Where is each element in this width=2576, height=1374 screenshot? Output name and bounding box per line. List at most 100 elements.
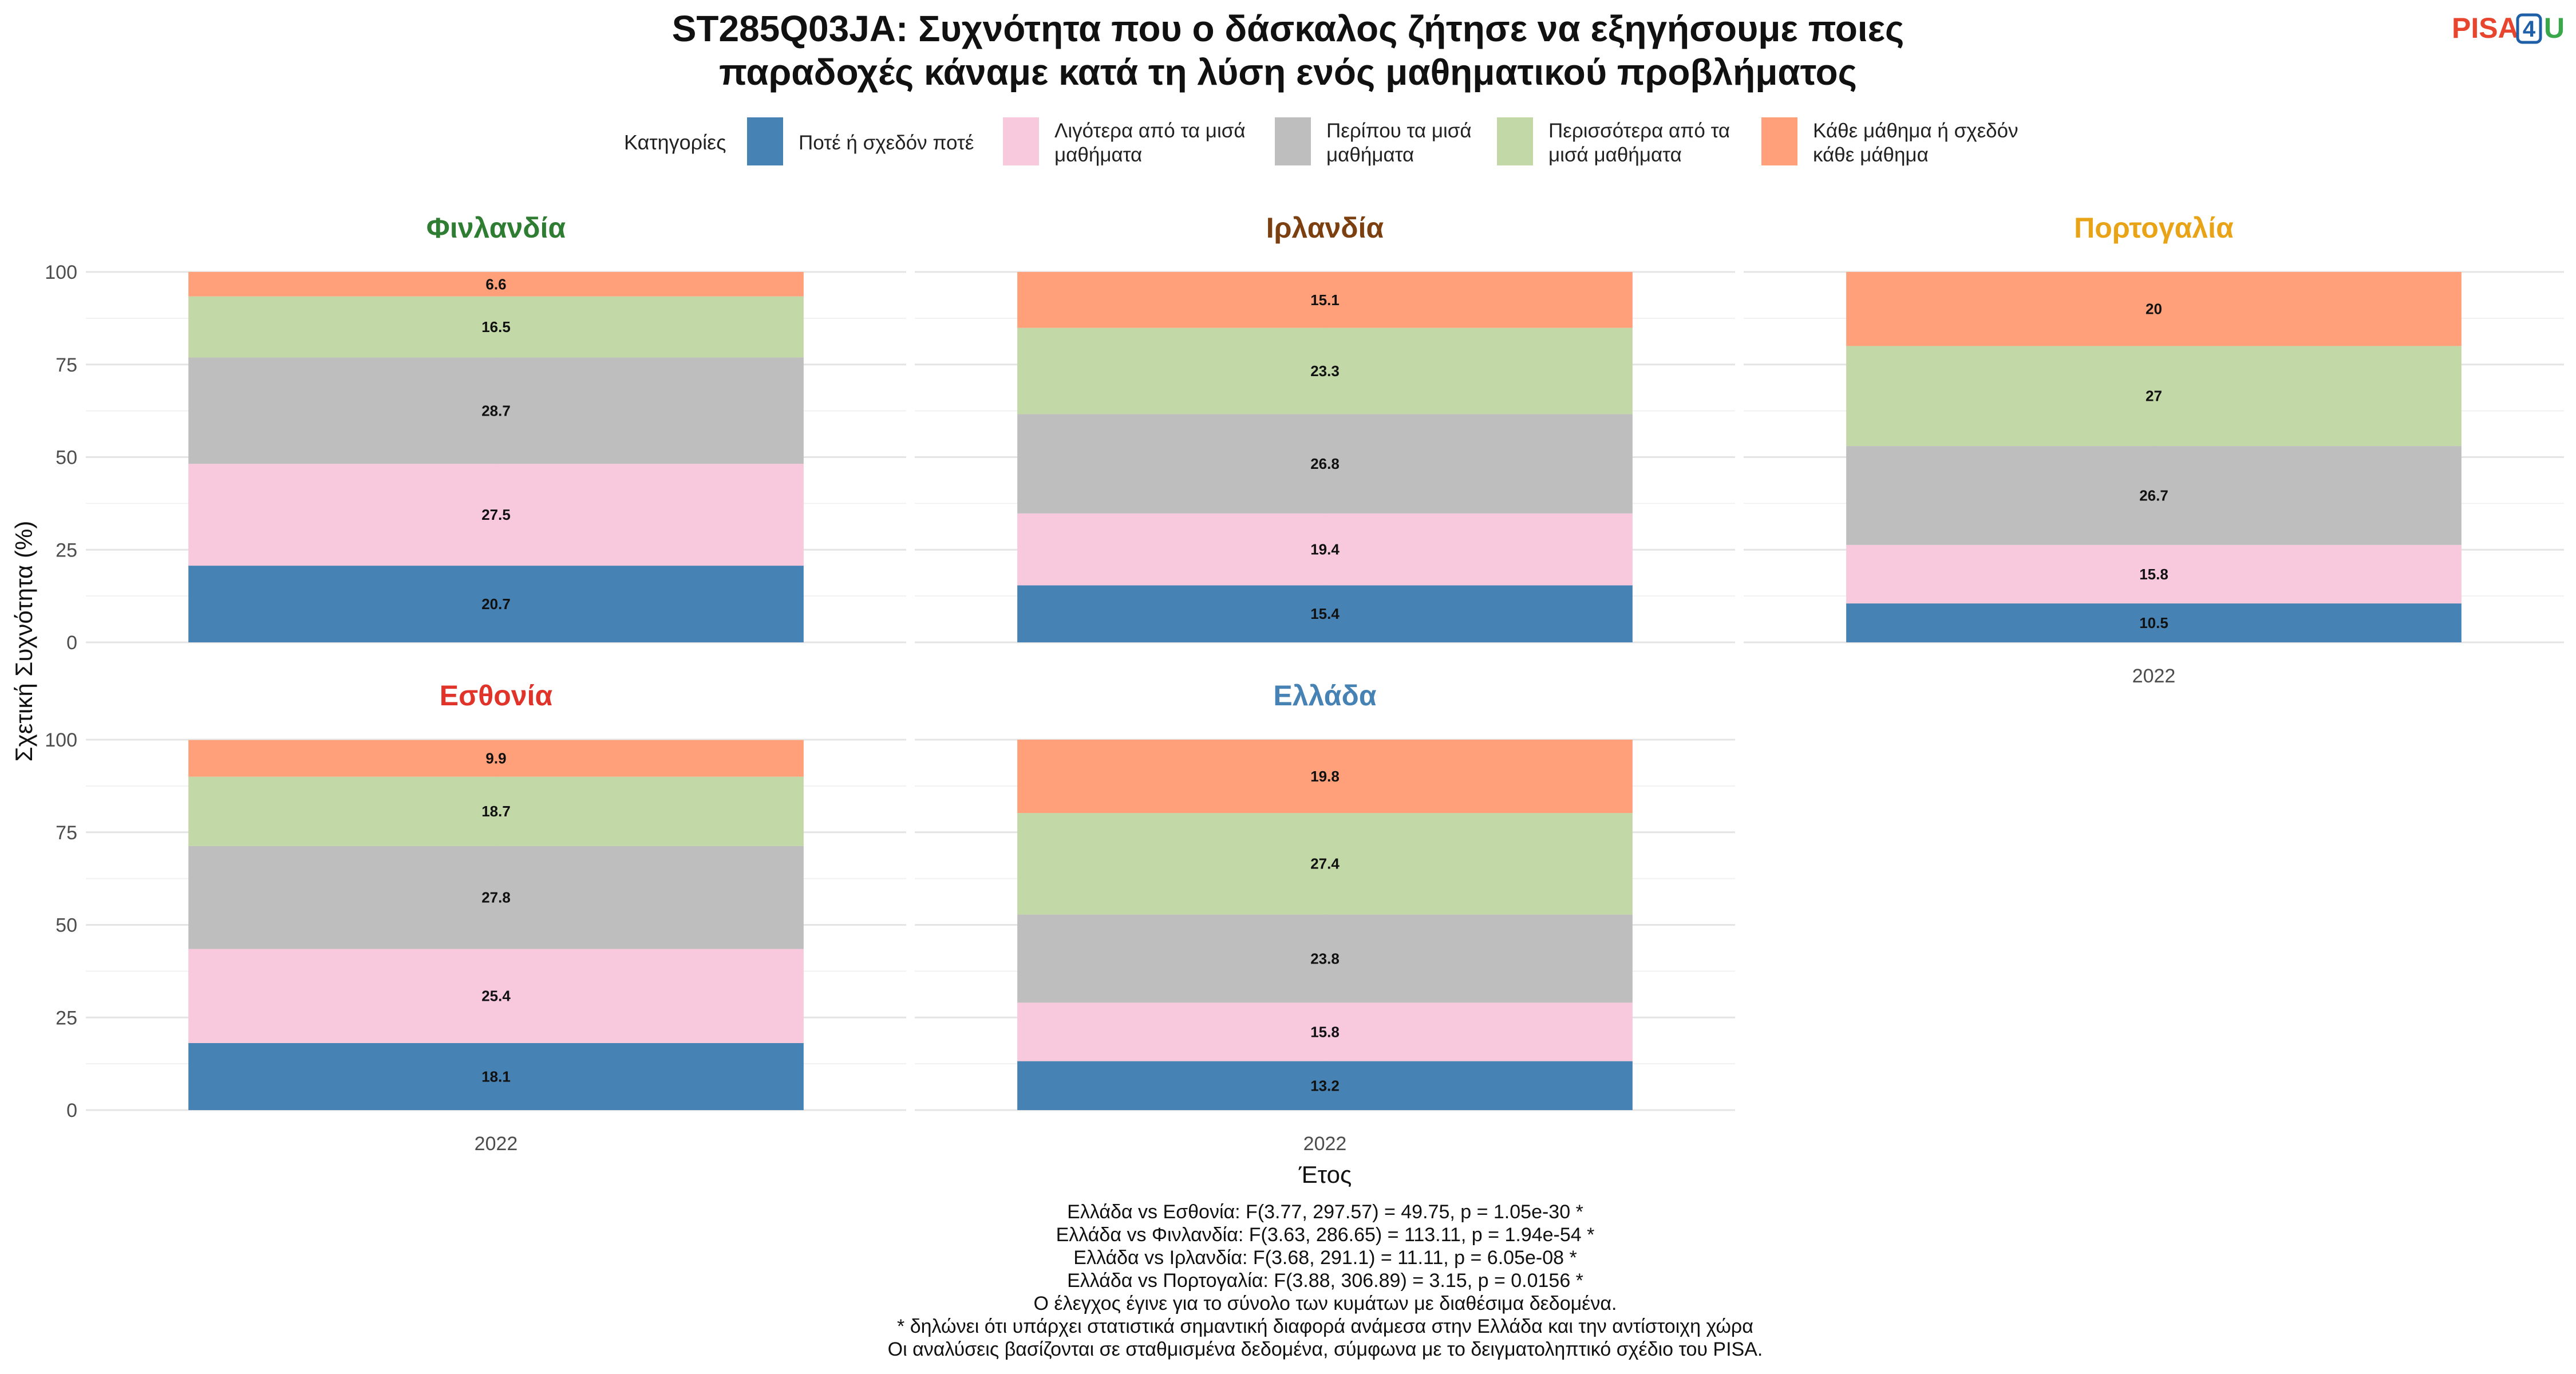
panel-2-title: Ιρλανδία <box>1266 212 1384 244</box>
caption-line-1: Ελλάδα vs Εσθονία: F(3.77, 297.57) = 49.… <box>1067 1201 1583 1223</box>
panel-4-title: Εσθονία <box>440 680 553 712</box>
logo-four-box <box>2516 13 2542 44</box>
pisa4u-logo: PISA 4 U <box>2452 12 2565 44</box>
facet-panels: Φινλανδία 0 25 50 75 100 20.7 27.5 28.7 16.5 6.6 Ιρ… <box>45 212 2564 1155</box>
legend-label-2-line-2: μαθήματα <box>1054 144 1142 166</box>
panel-5-bar-segment-3 <box>1017 914 1633 1003</box>
legend-key-5 <box>1761 117 1797 165</box>
panel-4-segment-label-3: 27.8 <box>481 889 511 906</box>
legend-label-4-line-2: μισά μαθήματα <box>1548 144 1682 166</box>
panel-3: Πορτογαλία 10.5 15.8 26.7 27 20 2022 <box>1744 212 2564 687</box>
panel-2-bar-segment-2 <box>1017 513 1633 586</box>
panel-3-bar-segment-3 <box>1846 446 2462 545</box>
panel-4-ytick-50: 50 <box>56 915 77 937</box>
panel-1-title: Φινλανδία <box>426 212 566 244</box>
panel-4-segment-label-1: 18.1 <box>481 1068 511 1085</box>
logo-u-text: U <box>2544 12 2565 44</box>
caption-line-5: Ο έλεγχος έγινε για το σύνολο των κυμάτω… <box>1034 1293 1617 1314</box>
panel-5: Ελλάδα 13.2 15.8 23.8 27.4 19.8 2022 <box>915 680 1735 1155</box>
panel-4-segment-label-2: 25.4 <box>481 988 511 1005</box>
panel-2-segment-label-1: 15.4 <box>1310 605 1340 622</box>
legend-label-5-line-1: Κάθε μάθημα ή σχεδόν <box>1813 120 2018 142</box>
panel-5-segment-label-3: 23.8 <box>1310 950 1340 967</box>
panel-3-bar-segment-1 <box>1846 603 2462 642</box>
legend-title: Κατηγορίες <box>624 131 726 154</box>
caption-line-4: Ελλάδα vs Πορτογαλία: F(3.88, 306.89) = … <box>1067 1270 1583 1292</box>
panel-4-xtick: 2022 <box>475 1133 518 1155</box>
panel-5-bar-segment-4 <box>1017 813 1633 915</box>
panel-2-bar-segment-1 <box>1017 585 1633 642</box>
panel-4-ytick-25: 25 <box>56 1007 77 1029</box>
panel-2: Ιρλανδία 15.4 19.4 26.8 23.3 15.1 <box>915 212 1735 643</box>
panel-3-bar-segment-4 <box>1846 346 2462 447</box>
title-line-1: ST285Q03JA: Συχνότητα που ο δάσκαλος ζήτ… <box>672 8 1905 49</box>
panel-3-segment-label-3: 26.7 <box>2139 487 2168 504</box>
legend-label-4-line-1: Περισσότερα από τα <box>1548 120 1730 142</box>
panel-1-ytick-75: 75 <box>56 354 77 376</box>
panel-5-segment-label-4: 27.4 <box>1310 855 1340 872</box>
panel-5-xtick: 2022 <box>1303 1133 1347 1155</box>
caption-line-3: Ελλάδα vs Ιρλανδία: F(3.68, 291.1) = 11.… <box>1073 1247 1577 1269</box>
panel-1-bar-segment-4 <box>188 296 804 358</box>
legend-key-4 <box>1497 117 1533 165</box>
panel-1: Φινλανδία 0 25 50 75 100 20.7 27.5 28.7 16.5 6.6 <box>45 212 906 654</box>
caption: Ελλάδα vs Εσθονία: F(3.77, 297.57) = 49.… <box>888 1201 1763 1360</box>
panel-3-xtick: 2022 <box>2132 665 2176 687</box>
panel-1-bar-segment-1 <box>188 566 804 642</box>
legend-item-1: Ποτέ ή σχεδόν ποτέ <box>747 117 974 165</box>
axis-titles: Σχετική Συχνότητα (%) Έτος <box>10 521 1352 1188</box>
panel-5-segment-label-2: 15.8 <box>1310 1023 1340 1040</box>
panel-1-segment-label-5: 6.6 <box>485 275 506 293</box>
caption-line-2: Ελλάδα vs Φινλανδία: F(3.63, 286.65) = 1… <box>1056 1224 1595 1246</box>
logo-four-text: 4 <box>2523 17 2536 42</box>
panel-4-segment-label-5: 9.9 <box>485 750 506 767</box>
panel-4-bar-segment-4 <box>188 776 804 846</box>
panel-4-ytick-75: 75 <box>56 822 77 844</box>
panel-3-segment-label-2: 15.8 <box>2139 566 2168 583</box>
panel-1-ytick-0: 0 <box>66 632 77 654</box>
panel-1-ytick-50: 50 <box>56 447 77 469</box>
x-axis-title: Έτος <box>1298 1161 1352 1188</box>
panel-4-bar-segment-1 <box>188 1043 804 1110</box>
panel-1-bar-segment-5 <box>188 272 804 297</box>
chart-title: ST285Q03JA: Συχνότητα που ο δάσκαλος ζήτ… <box>672 8 1905 93</box>
legend-label-5-line-2: κάθε μάθημα <box>1813 144 1929 166</box>
legend-label-3-line-1: Περίπου τα μισά <box>1326 120 1472 142</box>
legend-key-2 <box>1003 117 1039 165</box>
panel-2-segment-label-2: 19.4 <box>1310 541 1340 558</box>
panel-1-bar-segment-2 <box>188 464 804 566</box>
panel-2-bar-segment-3 <box>1017 414 1633 514</box>
panel-1-segment-label-3: 28.7 <box>481 402 511 419</box>
panel-4-ytick-0: 0 <box>66 1100 77 1122</box>
panel-4-bar-segment-2 <box>188 949 804 1043</box>
panel-5-segment-label-5: 19.8 <box>1310 768 1340 785</box>
panel-4: Εσθονία 0 25 50 75 100 18.1 25.4 27.8 18.7 9.9 2022 <box>45 680 906 1155</box>
caption-line-6: * δηλώνει ότι υπάρχει στατιστικά σημαντι… <box>897 1316 1753 1337</box>
panel-5-segment-label-1: 13.2 <box>1310 1077 1340 1094</box>
legend-label-2-line-1: Λιγότερα από τα μισά <box>1054 120 1246 142</box>
panel-3-bar-segment-5 <box>1846 272 2462 346</box>
logo-pisa-text: PISA <box>2452 12 2519 44</box>
panel-3-title: Πορτογαλία <box>2074 212 2234 244</box>
panel-3-segment-label-4: 27 <box>2146 388 2162 405</box>
panel-2-bar-segment-5 <box>1017 272 1633 328</box>
panel-4-bar-segment-3 <box>188 846 804 949</box>
y-axis-title: Σχετική Συχνότητα (%) <box>10 521 37 762</box>
legend: Κατηγορίες Ποτέ ή σχεδόν ποτέ Λιγότερα από… <box>624 117 2018 166</box>
panel-5-title: Ελλάδα <box>1273 680 1376 712</box>
panel-1-segment-label-2: 27.5 <box>481 506 511 523</box>
panel-1-ytick-25: 25 <box>56 539 77 561</box>
panel-4-ytick-100: 100 <box>45 729 77 751</box>
panel-3-segment-label-1: 10.5 <box>2139 614 2168 631</box>
panel-4-bar-segment-5 <box>188 740 804 777</box>
panel-1-segment-label-1: 20.7 <box>481 595 511 613</box>
panel-2-segment-label-5: 15.1 <box>1310 291 1340 309</box>
panel-5-bar-segment-2 <box>1017 1002 1633 1061</box>
legend-key-1 <box>747 117 783 165</box>
panel-4-segment-label-4: 18.7 <box>481 803 511 820</box>
panel-3-bar-segment-2 <box>1846 544 2462 604</box>
